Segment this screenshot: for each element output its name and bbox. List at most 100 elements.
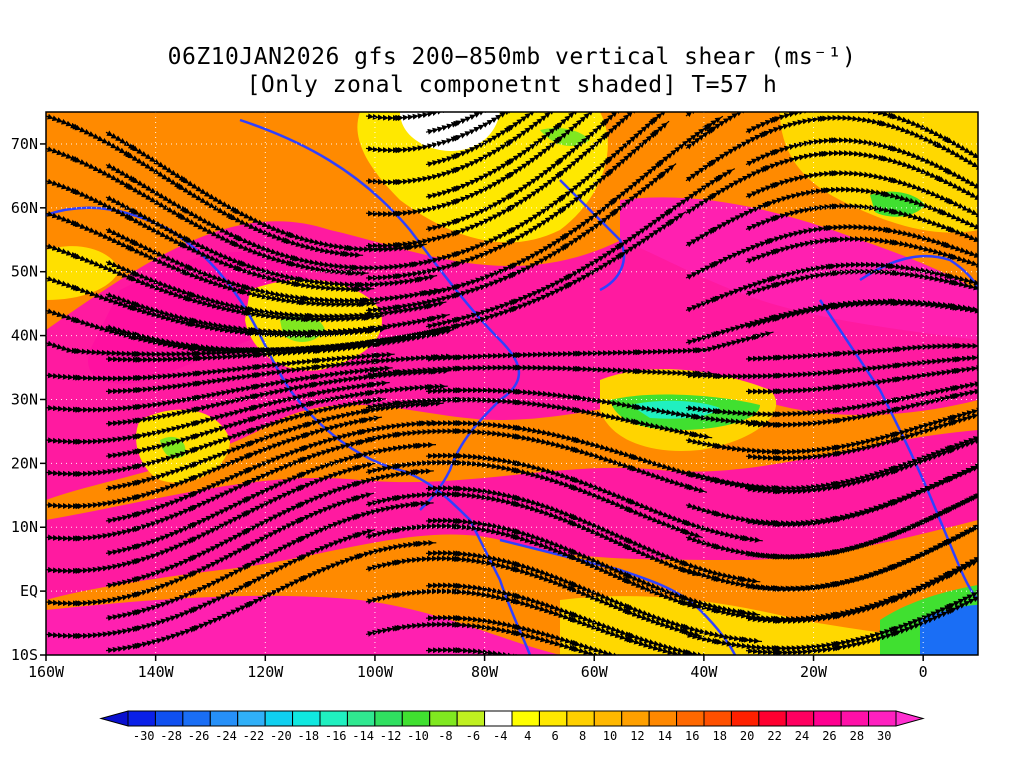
colorbar-label: 8 [579,729,586,743]
colorbar-swatch [209,710,239,727]
streamline-arrow [695,347,702,354]
streamline-arrow [775,649,783,655]
colorbar-swatch [484,710,513,727]
colorbar-label: -26 [188,729,210,743]
plot-title-line-2: [Only zonal componetnt shaded] T=57 h [246,72,778,98]
streamline-arrow [356,553,364,560]
streamline-arrow [885,226,893,234]
colorbar-label: 14 [658,729,672,743]
streamline-arrow [418,420,426,427]
streamline-arrow [246,602,254,608]
streamline-arrow [353,514,361,520]
colorbar-label: 30 [877,729,891,743]
colorbar-label: 16 [685,729,699,743]
colorbar-label: 20 [740,729,754,743]
x-axis: 160W 140W 120W 100W 80W 60W 40W 20W 0 [28,655,928,681]
streamline-arrow [510,306,518,313]
colorbar-label: -24 [215,729,237,743]
streamline-arrow [370,373,378,380]
streamline-arrow [513,467,521,474]
colorbar-label: -4 [493,729,507,743]
streamline-arrow [512,598,521,605]
streamline-arrow [830,302,838,309]
colorbar-high-arrow [895,710,925,727]
streamline-arrow [934,141,942,148]
streamline-arrow [764,201,772,208]
x-tick-label: 0 [919,663,928,681]
y-tick-label: 10N [11,518,38,536]
colorbar-label: 6 [552,729,559,743]
colorbar-swatch [374,710,403,727]
streamline-arrow [953,367,961,374]
streamline-arrow [453,104,459,109]
colorbar-label: 10 [603,729,617,743]
lat-lon-grid [46,112,978,655]
colorbar-swatch [840,710,870,727]
streamline-arrow [454,491,462,498]
streamline-arrow [704,123,712,131]
x-tick-label: 100W [357,663,394,681]
y-axis: 70N 60N 50N 40N 30N 20N 10N EQ 10S [11,135,46,664]
streamline-arrow [72,252,80,259]
streamline-arrow [454,523,462,530]
streamline-arrow [821,150,829,157]
colorbar-swatch [813,710,842,727]
streamline-arrow [954,356,962,363]
plot-frame [45,111,979,656]
x-tick-label: 60W [581,663,609,681]
colorbar-swatch [566,710,595,727]
colorbar-label: -16 [325,729,347,743]
colorbar-swatch [785,710,815,727]
streamline-arrow [513,629,521,636]
streamline-arrow [514,399,522,406]
streamline-arrow [656,160,664,167]
colorbar-low-arrow [99,710,129,727]
streamline [425,647,548,655]
streamline-arrow [761,131,769,138]
colorbar-label: -22 [243,729,265,743]
streamline-arrow [353,481,361,487]
streamline-arrow [753,334,761,341]
streamline-arrow [513,500,521,507]
streamline-arrow [454,459,462,466]
streamline-arrow [374,341,382,348]
streamline-arrow [454,621,462,628]
streamline-arrow [455,452,463,459]
y-tick-label: 60N [11,199,38,217]
streamline-arrow [823,187,831,194]
streamline-arrow [946,573,954,579]
streamline-arrow [954,342,962,349]
streamline-arrow [455,582,463,589]
streamline-arrow [415,540,423,547]
x-tick-label: 80W [471,663,499,681]
streamline-arrow [617,252,625,259]
colorbar-swatch [758,710,787,727]
streamline-arrow [355,453,363,460]
streamline [685,223,978,280]
colorbar-swatch [154,710,184,727]
streamline-arrow [948,447,956,454]
streamline [745,594,978,655]
streamline-arrow [828,263,836,270]
streamline-arrow [514,433,522,440]
streamline-arrow [950,419,958,426]
streamline-arrow [455,550,463,557]
streamline-arrow [359,429,367,436]
streamline-arrow [191,626,199,632]
streamline-arrow [354,532,362,539]
colorbar-label: -8 [438,729,452,743]
y-tick-label: 10S [11,646,38,664]
colorbar-swatch [429,710,458,727]
colorbar-swatch [401,710,431,727]
streamline-arrow [413,469,420,476]
colorbar-swatch [182,710,211,727]
streamline-arrow [453,323,461,330]
colorbar: -30 -28 -26 -24 -22 -20 -18 -16 -14 -12 -10 -8 -6 -4 4… [99,710,925,743]
colorbar-swatch [593,710,623,727]
streamline-arrow [72,220,80,227]
streamline-arrow [454,396,462,403]
streamline-arrow [515,388,523,395]
colorbar-swatch [319,710,348,727]
x-tick-label: 160W [28,663,65,681]
streamline-arrow [635,349,643,356]
